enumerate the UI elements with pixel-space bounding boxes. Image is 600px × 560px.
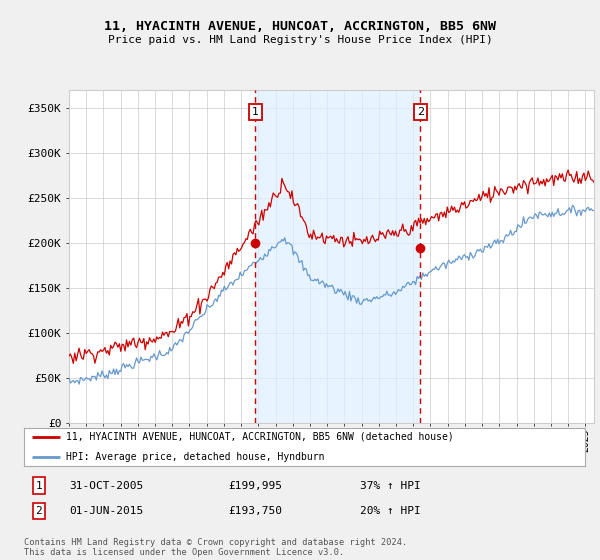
Bar (256, 90, 421, 423)
Text: 2: 2 (417, 107, 424, 117)
Text: 1: 1 (35, 480, 43, 491)
Text: HPI: Average price, detached house, Hyndburn: HPI: Average price, detached house, Hynd… (66, 452, 325, 462)
Text: 11, HYACINTH AVENUE, HUNCOAT, ACCRINGTON, BB5 6NW (detached house): 11, HYACINTH AVENUE, HUNCOAT, ACCRINGTON… (66, 432, 454, 442)
Text: 01-JUN-2015: 01-JUN-2015 (69, 506, 143, 516)
Text: Contains HM Land Registry data © Crown copyright and database right 2024.
This d: Contains HM Land Registry data © Crown c… (24, 538, 407, 557)
Text: £199,995: £199,995 (228, 480, 282, 491)
Text: 2: 2 (35, 506, 43, 516)
Text: 37% ↑ HPI: 37% ↑ HPI (360, 480, 421, 491)
Text: 31-OCT-2005: 31-OCT-2005 (69, 480, 143, 491)
Text: £193,750: £193,750 (228, 506, 282, 516)
Text: 11, HYACINTH AVENUE, HUNCOAT, ACCRINGTON, BB5 6NW: 11, HYACINTH AVENUE, HUNCOAT, ACCRINGTON… (104, 20, 496, 32)
Text: 1: 1 (252, 107, 259, 117)
Text: Price paid vs. HM Land Registry's House Price Index (HPI): Price paid vs. HM Land Registry's House … (107, 35, 493, 45)
Text: 20% ↑ HPI: 20% ↑ HPI (360, 506, 421, 516)
